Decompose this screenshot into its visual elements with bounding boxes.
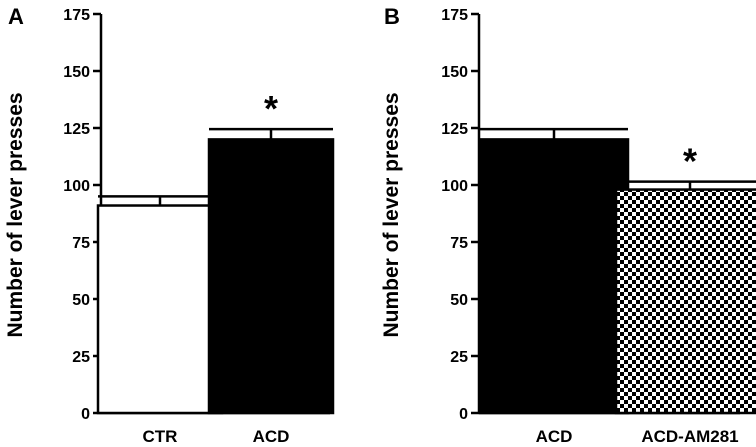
panel-b: B Number of lever presses 0 25 50 75 100 125 1… bbox=[380, 4, 756, 446]
y-tick-label: 0 bbox=[81, 406, 90, 423]
y-tick-label: 150 bbox=[441, 64, 468, 81]
y-tick-label: 100 bbox=[441, 178, 468, 195]
y-tick-label: 50 bbox=[72, 292, 90, 309]
y-tick-label: 75 bbox=[72, 235, 90, 252]
categories-a: CTR ACD bbox=[143, 427, 290, 446]
y-tick-label: 25 bbox=[450, 349, 468, 366]
y-tick-label: 150 bbox=[63, 64, 90, 81]
y-tick-label: 0 bbox=[459, 406, 468, 423]
category-label: ACD-AM281 bbox=[641, 427, 738, 446]
y-tick-label: 175 bbox=[441, 7, 468, 24]
y-tick-label: 100 bbox=[63, 178, 90, 195]
bar-ctr bbox=[96, 204, 224, 415]
categories-b: ACD ACD-AM281 bbox=[536, 427, 739, 446]
bars-b: * bbox=[478, 127, 756, 415]
y-ticks-a: 0 25 50 75 100 125 150 175 bbox=[63, 7, 101, 423]
y-tick-label: 50 bbox=[450, 292, 468, 309]
bar-acd-am281 bbox=[614, 188, 756, 415]
y-ticks-b: 0 25 50 75 100 125 150 175 bbox=[441, 7, 479, 423]
category-label: ACD bbox=[253, 427, 290, 446]
y-tick-label: 75 bbox=[450, 235, 468, 252]
y-tick-label: 125 bbox=[441, 121, 468, 138]
bars-a: * bbox=[96, 88, 335, 415]
panel-a: A Number of lever presses 0 25 50 75 100 125 1… bbox=[4, 4, 335, 446]
panel-label-b: B bbox=[384, 4, 400, 29]
significance-marker: * bbox=[683, 141, 697, 182]
y-tick-label: 25 bbox=[72, 349, 90, 366]
y-tick-label: 175 bbox=[63, 7, 90, 24]
category-label: CTR bbox=[143, 427, 178, 446]
bar-acd bbox=[478, 138, 630, 415]
category-label: ACD bbox=[536, 427, 573, 446]
bar-acd bbox=[207, 138, 335, 415]
panel-label-a: A bbox=[8, 4, 24, 29]
y-tick-label: 125 bbox=[63, 121, 90, 138]
significance-marker: * bbox=[264, 88, 278, 129]
y-axis-label-a: Number of lever presses bbox=[4, 92, 27, 337]
y-axis-label-b: Number of lever presses bbox=[380, 92, 403, 337]
